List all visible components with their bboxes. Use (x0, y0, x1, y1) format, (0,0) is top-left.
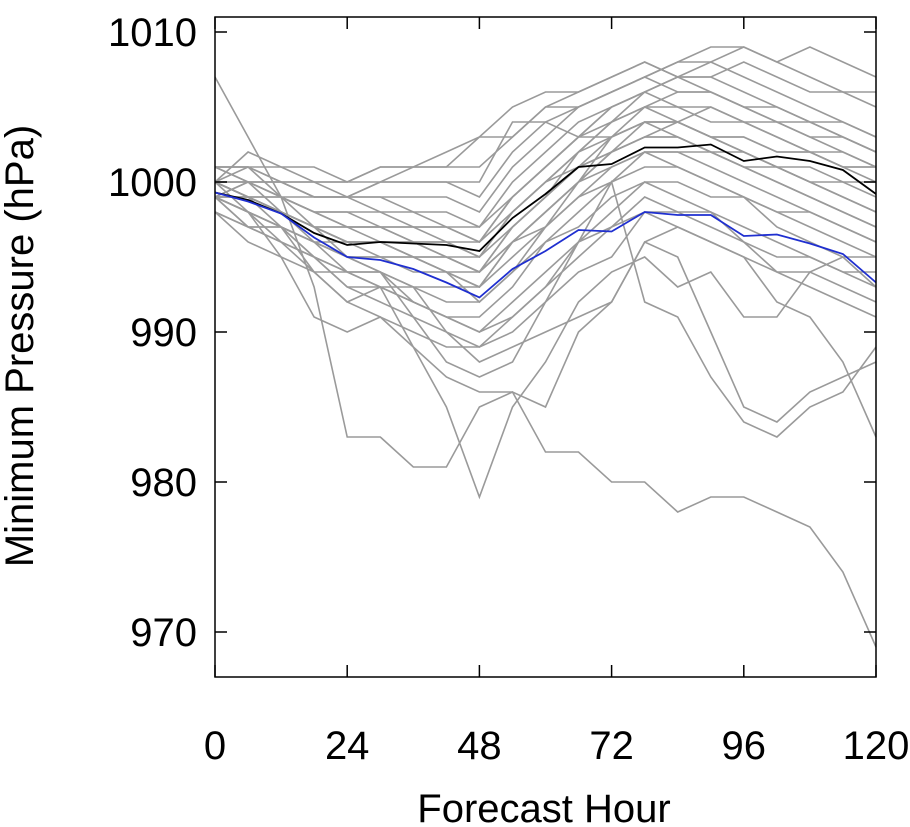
x-tick-label-120: 120 (843, 724, 910, 768)
ensemble-member-line-28 (214, 151, 877, 288)
ensemble-member-line-12 (214, 76, 877, 243)
ensemble-member-line-23 (214, 196, 877, 333)
ensemble-member-line-19 (214, 61, 877, 183)
x-tick-label-0: 0 (204, 724, 226, 768)
plot-frame (214, 16, 877, 678)
ensemble-member-line-2 (214, 196, 876, 500)
ensemble-member-line-18 (214, 121, 876, 198)
ensemble-member-line-3 (214, 196, 877, 423)
ensemble-member-line-4 (214, 179, 877, 438)
ensemble-member-line-14 (215, 46, 877, 213)
ensemble-member-line-30 (214, 121, 876, 243)
ensemble-mean-line (214, 143, 877, 252)
ensemble-member-line-10 (214, 106, 877, 273)
y-tick-label-1010: 1010 (108, 11, 197, 55)
ensemble-member-line-27 (214, 91, 877, 228)
y-axis-title: Minimum Pressure (hPa) (0, 125, 42, 567)
x-tick-label-96: 96 (722, 724, 767, 768)
highlight-line (214, 191, 877, 299)
ensemble-member-line-22 (214, 181, 877, 348)
plot-border (214, 16, 877, 678)
ensemble-member-line-29 (214, 181, 877, 304)
axis-ticks (214, 17, 877, 677)
ensemble-member-line-13 (215, 61, 877, 228)
tick-labels: 0 24 48 72 96 120 970 980 990 1000 1010 (108, 11, 909, 768)
x-tick-label-24: 24 (325, 724, 370, 768)
y-tick-label-980: 980 (130, 461, 197, 505)
ensemble-member-line-31 (215, 106, 877, 243)
x-tick-label-72: 72 (589, 724, 634, 768)
x-tick-label-48: 48 (457, 724, 502, 768)
ensemble-member-line-33 (214, 91, 646, 273)
x-axis-title: Forecast Hour (417, 787, 670, 827)
y-tick-label-990: 990 (130, 311, 197, 355)
y-tick-label-970: 970 (130, 611, 197, 655)
highlight-line-group (214, 191, 877, 299)
ensemble-member-line-1 (214, 76, 877, 648)
y-tick-label-1000: 1000 (108, 161, 197, 205)
ensemble-lines (214, 46, 877, 648)
mean-line-group (214, 143, 877, 252)
